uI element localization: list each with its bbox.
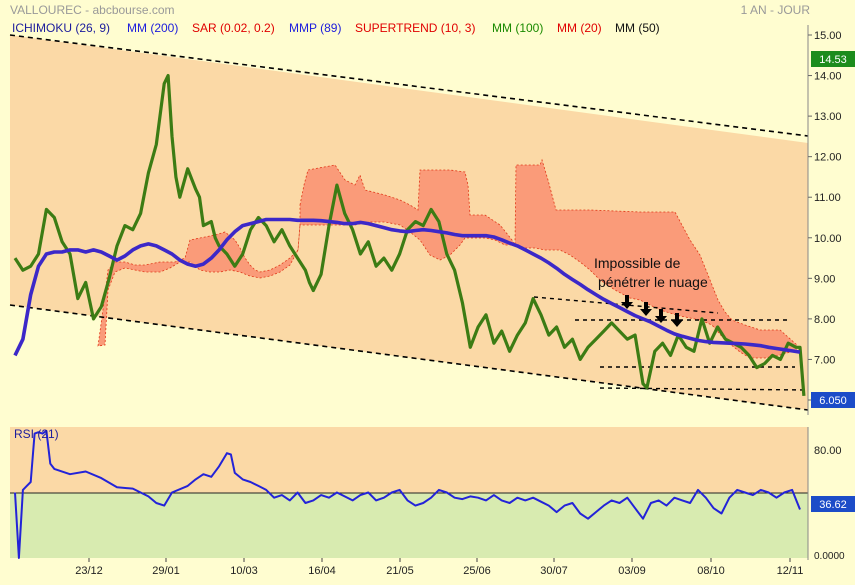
date-x-axis: 23/12 29/01 10/03 16/04 21/05 25/06 30/07 03/09… (75, 558, 803, 577)
current-price-value: 6.050 (819, 395, 847, 407)
annotation-line-1: Impossible de (594, 255, 681, 271)
rsi-panel: RSI (21) (10, 427, 808, 559)
price-tick-label: 12.00 (814, 152, 842, 164)
upper-trendline (9, 34, 809, 137)
price-y-axis: 6.0007.008.009.0010.0011.0012.0013.0014.… (807, 25, 855, 415)
rsi-oversold-zone (10, 493, 808, 558)
last-price-value: 14.53 (819, 54, 847, 66)
rsi-title: RSI (21) (14, 427, 59, 441)
x-tick-label: 30/07 (540, 565, 568, 577)
cloud-edge (97, 224, 301, 347)
legend-sar: SAR (0.02, 0.2) (192, 21, 275, 35)
rsi-value-badge (811, 496, 855, 512)
lower-trendline (9, 304, 809, 411)
x-tick-label: 03/09 (618, 565, 646, 577)
rsi-overbought-zone (10, 427, 808, 493)
price-tick-label: 15.00 (814, 30, 842, 42)
last-price-badge (811, 51, 855, 67)
rsi-current-value: 36.62 (819, 499, 847, 511)
rsi-tick-80: 80.00 (814, 445, 842, 457)
current-price-badge (811, 392, 855, 408)
x-tick-label: 16/04 (308, 565, 336, 577)
price-tick-label: 11.00 (814, 192, 841, 204)
price-tick-label: 13.00 (814, 111, 842, 123)
legend-mm200: MM (200) (127, 21, 178, 35)
price-tick-label: 7.00 (814, 354, 835, 366)
rsi-y-axis: 80.00 0.0000 36.62 (807, 427, 855, 562)
chart-title: VALLOUREC - abcbourse.com (10, 3, 175, 17)
period-label: 1 AN - JOUR (741, 3, 811, 17)
x-tick-label: 29/01 (152, 565, 180, 577)
down-arrow-icon (640, 302, 652, 316)
price-tick-label: 9.00 (814, 273, 835, 285)
down-arrow-icon (655, 309, 667, 323)
price-series-line (13, 73, 806, 397)
x-tick-label: 23/12 (75, 565, 103, 577)
moving-average-line (13, 217, 801, 357)
rsi-tick-0: 0.0000 (814, 551, 845, 562)
down-arrow-icon (621, 295, 633, 309)
x-tick-label: 08/10 (697, 565, 725, 577)
legend-mm100: MM (100) (492, 21, 543, 35)
annotation-line-2: pénétrer le nuage (598, 274, 708, 290)
annotation-arrows (621, 295, 683, 327)
legend-mmp89: MMP (89) (289, 21, 341, 35)
x-tick-label: 10/03 (230, 565, 258, 577)
x-tick-label: 12/11 (777, 565, 804, 577)
support-line-2 (599, 387, 809, 391)
legend-mm50: MM (50) (615, 21, 660, 35)
legend-ichimoku: ICHIMOKU (26, 9) (12, 21, 110, 35)
price-tick-label: 8.00 (814, 314, 835, 326)
indicator-legend: ICHIMOKU (26, 9) MM (200) SAR (0.02, 0.2… (12, 21, 660, 35)
x-tick-label: 25/06 (463, 565, 491, 577)
legend-supertrend: SUPERTREND (10, 3) (355, 21, 475, 35)
resistance-line-1 (533, 296, 719, 314)
price-tick-label: 10.00 (814, 233, 842, 245)
legend-mm20: MM (20) (557, 21, 602, 35)
price-tick-label: 14.00 (814, 71, 842, 83)
rsi-series-line (14, 429, 801, 559)
down-arrow-icon (671, 313, 683, 327)
cloud-segment (98, 225, 300, 346)
price-panel: Impossible de pénétrer le nuage (9, 34, 809, 411)
x-tick-label: 21/05 (386, 565, 414, 577)
